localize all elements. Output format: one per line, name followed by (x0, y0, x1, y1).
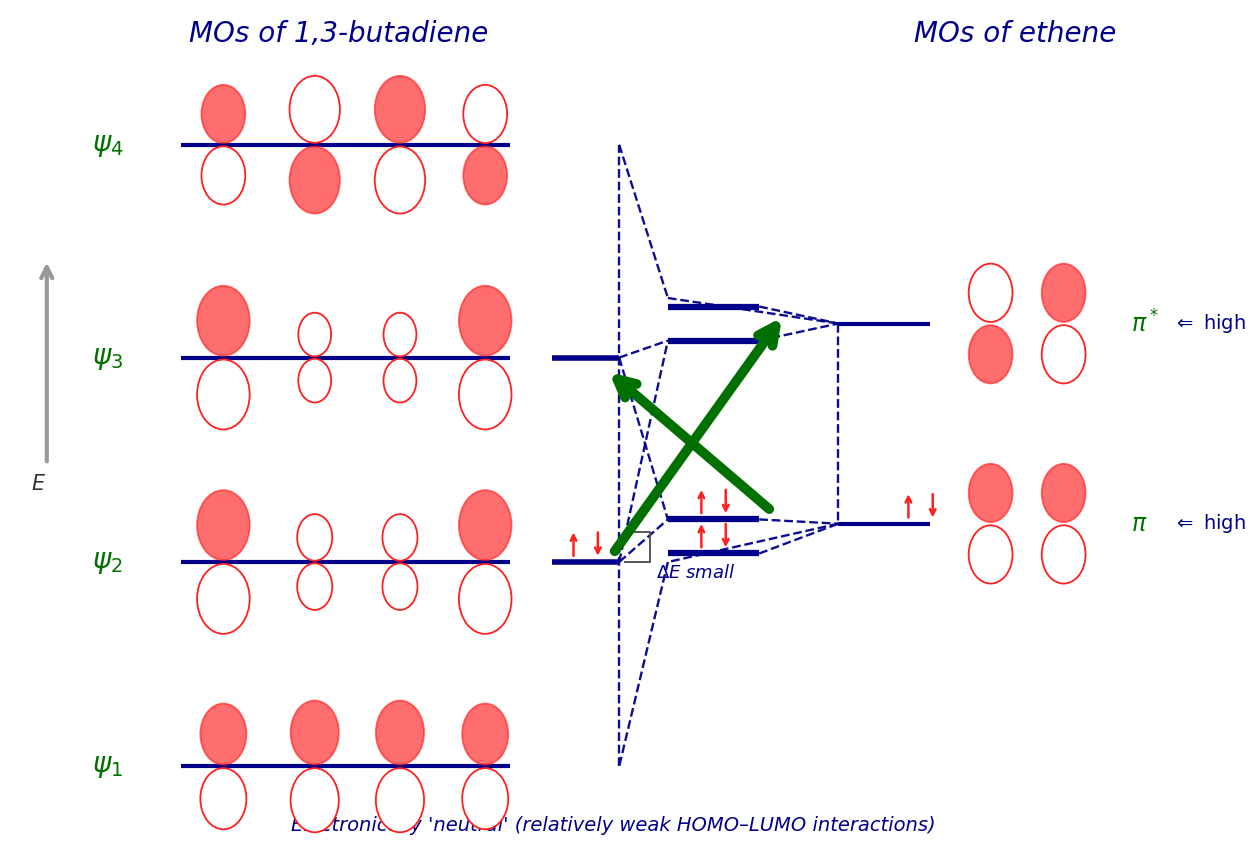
Ellipse shape (464, 85, 507, 143)
Text: $\psi_4$: $\psi_4$ (92, 131, 123, 159)
Ellipse shape (299, 359, 331, 402)
Ellipse shape (1042, 264, 1086, 322)
Ellipse shape (383, 359, 416, 402)
Ellipse shape (1042, 464, 1086, 522)
Text: $\Leftarrow$ high: $\Leftarrow$ high (1173, 513, 1246, 535)
Text: $\Delta E$ small: $\Delta E$ small (655, 563, 735, 581)
Ellipse shape (1042, 525, 1086, 584)
Text: $\psi_1$: $\psi_1$ (92, 752, 123, 780)
Ellipse shape (969, 464, 1013, 522)
Ellipse shape (462, 703, 508, 765)
Ellipse shape (299, 313, 331, 356)
Ellipse shape (297, 563, 333, 610)
Ellipse shape (383, 313, 416, 356)
Ellipse shape (291, 701, 339, 765)
Ellipse shape (375, 768, 425, 832)
Text: $\pi^*$: $\pi^*$ (1130, 310, 1159, 337)
Ellipse shape (197, 490, 249, 560)
Text: $\Leftarrow$ high: $\Leftarrow$ high (1173, 312, 1246, 335)
Ellipse shape (200, 768, 247, 829)
Text: $\psi_3$: $\psi_3$ (92, 344, 123, 372)
Ellipse shape (197, 286, 249, 356)
Ellipse shape (374, 146, 425, 213)
Ellipse shape (383, 563, 417, 610)
Text: $\pi$: $\pi$ (1130, 512, 1147, 536)
Ellipse shape (202, 85, 246, 143)
Text: $\psi_2$: $\psi_2$ (92, 548, 123, 576)
Ellipse shape (375, 701, 425, 765)
Ellipse shape (459, 490, 512, 560)
Ellipse shape (459, 286, 512, 356)
Text: MOs of 1,3-butadiene: MOs of 1,3-butadiene (189, 20, 489, 48)
Ellipse shape (202, 146, 246, 205)
Ellipse shape (297, 514, 333, 561)
Ellipse shape (464, 146, 507, 205)
Ellipse shape (197, 564, 249, 634)
Ellipse shape (969, 325, 1013, 384)
Ellipse shape (290, 76, 340, 143)
Ellipse shape (462, 768, 508, 829)
Ellipse shape (291, 768, 339, 832)
Ellipse shape (383, 514, 417, 561)
Ellipse shape (459, 359, 512, 429)
Ellipse shape (1042, 325, 1086, 384)
Ellipse shape (459, 564, 512, 634)
Ellipse shape (197, 359, 249, 429)
Ellipse shape (969, 264, 1013, 322)
Text: E: E (32, 474, 45, 494)
Text: MOs of ethene: MOs of ethene (914, 20, 1116, 48)
Ellipse shape (969, 525, 1013, 584)
Ellipse shape (290, 146, 340, 213)
Text: Electronically 'neutral' (relatively weak HOMO–LUMO interactions): Electronically 'neutral' (relatively wea… (291, 815, 935, 834)
Ellipse shape (374, 76, 425, 143)
Ellipse shape (200, 703, 247, 765)
